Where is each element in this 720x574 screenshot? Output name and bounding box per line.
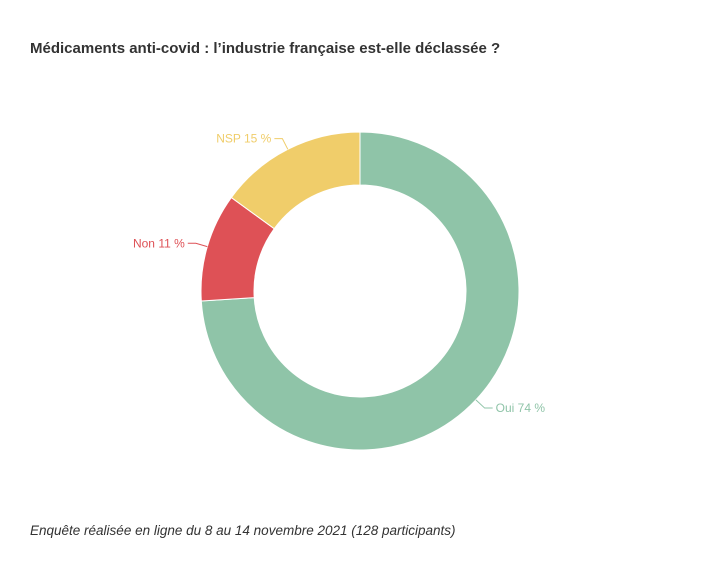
leader-line-oui: [475, 399, 493, 409]
donut-slices: [200, 131, 520, 451]
leader-line-non: [187, 242, 208, 248]
chart-title: Médicaments anti-covid : l’industrie fra…: [30, 40, 501, 57]
chart-caption: Enquête réalisée en ligne du 8 au 14 nov…: [30, 523, 456, 538]
slice-label-nsp: NSP 15 %: [216, 132, 271, 146]
leader-line-nsp: [274, 138, 289, 150]
slice-label-oui: Oui 74 %: [496, 401, 546, 415]
slice-oui[interactable]: [200, 131, 520, 451]
slice-label-non: Non 11 %: [133, 236, 185, 250]
slice-nsp[interactable]: [230, 131, 361, 230]
slice-labels: Oui 74 % Non 11 % NSP 15 %: [133, 132, 545, 415]
